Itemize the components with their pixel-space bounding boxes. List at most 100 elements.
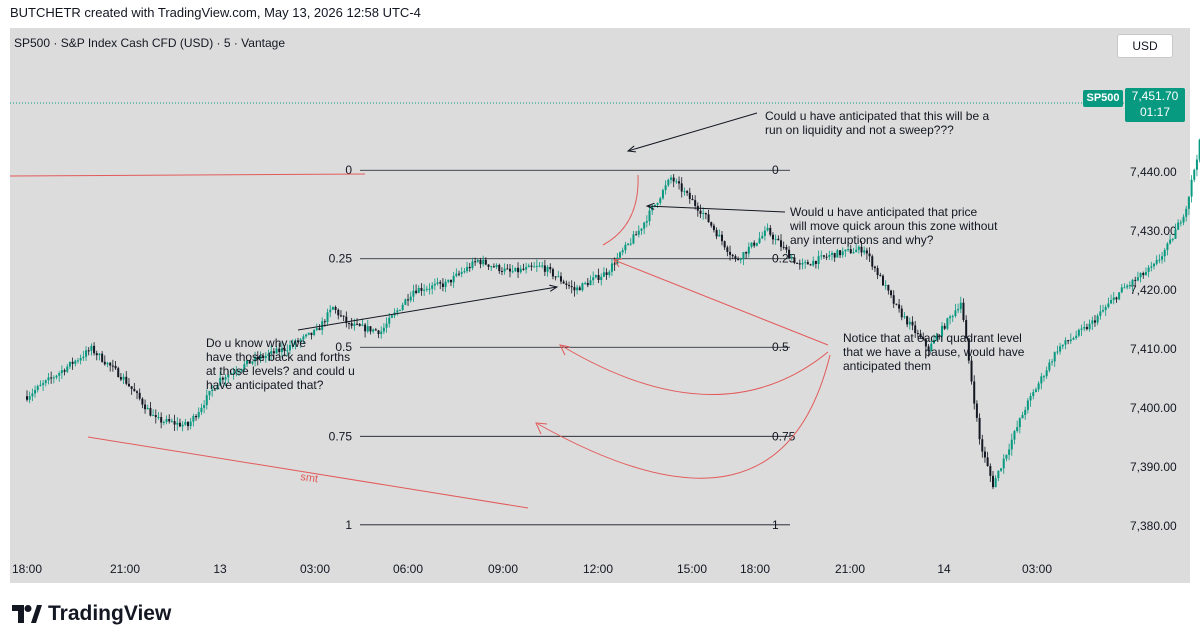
candle-body	[52, 377, 55, 379]
candle-body	[678, 181, 681, 184]
y-tick-label: 7,390.00	[1130, 460, 1177, 474]
candle-body	[74, 360, 77, 364]
arc-quadrant-05[interactable]	[561, 345, 829, 395]
x-tick-label: 21:00	[110, 562, 140, 576]
candle-body	[790, 257, 793, 259]
candle-body	[1042, 376, 1045, 378]
smt-line[interactable]	[87, 436, 529, 509]
candle-body	[31, 393, 34, 397]
candle-body	[879, 275, 882, 277]
candle-body	[780, 240, 783, 247]
candle-body	[511, 271, 514, 273]
candle-body	[350, 323, 353, 326]
candle-body	[152, 415, 155, 417]
candle-body	[1099, 311, 1102, 316]
footer-brand[interactable]: TradingView	[12, 602, 171, 626]
arrow-quadrant-025-head	[613, 258, 623, 268]
candle-body	[280, 348, 283, 353]
candle-body	[742, 252, 745, 260]
candle-body	[243, 364, 246, 370]
candle-body	[546, 266, 549, 272]
candle-body	[1051, 361, 1054, 363]
candle-body	[873, 266, 876, 269]
candle-body	[264, 355, 267, 358]
currency-button[interactable]: USD	[1117, 34, 1173, 58]
candle-body	[973, 381, 976, 404]
candle-body	[1107, 303, 1110, 308]
candle-body	[761, 235, 764, 239]
candle-body	[916, 332, 919, 334]
annotation-quick-move: Would u have anticipated that price	[790, 205, 978, 219]
candle-body	[957, 308, 960, 311]
candle-body	[1010, 439, 1013, 450]
candle-body	[581, 283, 584, 291]
candle-body	[970, 360, 973, 382]
arc-quick-zone[interactable]	[602, 174, 639, 246]
candle-body	[495, 264, 498, 268]
candle-body	[637, 230, 640, 235]
candle-body	[683, 191, 686, 193]
candle-body	[919, 333, 922, 338]
x-tick-label: 15:00	[677, 562, 707, 576]
candle-body	[1177, 222, 1180, 230]
candle-body	[195, 416, 198, 418]
candle-body	[828, 254, 831, 257]
candle-body	[184, 422, 187, 425]
arrow-quick-move[interactable]	[646, 205, 786, 213]
candle-body	[219, 377, 222, 386]
candle-body	[369, 326, 372, 332]
arrow-back-and-forth[interactable]	[297, 286, 558, 331]
candle-body	[994, 478, 997, 488]
arrow-run-liquidity[interactable]	[627, 112, 758, 152]
annotation-back-and-forth: at those levels? and could u	[206, 364, 355, 378]
y-tick-label: 7,400.00	[1130, 401, 1177, 415]
candle-body	[361, 324, 364, 326]
candle-body	[946, 318, 949, 329]
candle-body	[943, 325, 946, 329]
candle-body	[377, 330, 380, 335]
annotation-run-liquidity: Could u have anticipated that this will …	[765, 109, 989, 123]
candle-body	[1171, 238, 1174, 240]
candle-body	[506, 268, 509, 270]
candle-body	[313, 329, 316, 335]
candle-body	[509, 268, 511, 272]
candle-body	[589, 280, 592, 286]
candle-body	[205, 395, 208, 406]
candle-body	[227, 374, 230, 378]
candle-body	[503, 268, 506, 272]
fib-level-left-label: 0	[345, 163, 352, 177]
candle-body	[254, 356, 257, 362]
arrow-run-liquidity-head	[626, 145, 637, 153]
candle-body	[718, 234, 721, 237]
candle-body	[932, 339, 935, 344]
candle-body	[908, 321, 911, 325]
chart-area[interactable]	[10, 28, 1190, 583]
candle-body	[729, 251, 732, 255]
candle-body	[315, 328, 318, 330]
candle-body	[554, 276, 557, 278]
candle-body	[141, 398, 144, 405]
candle-body	[452, 275, 455, 283]
candle-body	[525, 267, 528, 270]
fib-level-left-label: 0.25	[329, 252, 353, 266]
candle-body	[1040, 376, 1043, 384]
arrow-quadrant-025[interactable]	[613, 259, 829, 346]
candle-body	[836, 250, 839, 258]
liquidity-line[interactable]	[9, 173, 366, 177]
y-tick-label: 7,420.00	[1130, 283, 1177, 297]
candle-body	[1096, 315, 1099, 323]
symbol-title[interactable]: SP500 · S&P Index Cash CFD (USD) · 5 · V…	[14, 36, 286, 50]
candle-body	[390, 315, 393, 318]
candle-body	[967, 338, 970, 361]
candle-body	[747, 246, 750, 254]
arc-quadrant-075[interactable]	[537, 354, 831, 479]
candle-body	[447, 279, 450, 282]
candle-body	[852, 252, 855, 254]
candle-body	[1083, 326, 1086, 329]
candle-body	[1110, 299, 1113, 304]
candle-body	[334, 307, 337, 310]
x-tick-label: 06:00	[393, 562, 423, 576]
candle-body	[1072, 338, 1075, 340]
candle-body	[621, 250, 624, 253]
